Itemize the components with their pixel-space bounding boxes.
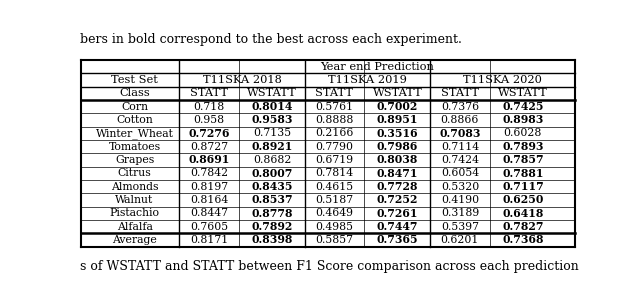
Text: 0.6028: 0.6028 xyxy=(504,128,542,138)
Text: 0.8778: 0.8778 xyxy=(252,208,292,219)
Text: 0.7447: 0.7447 xyxy=(377,221,418,232)
Text: 0.7605: 0.7605 xyxy=(190,222,228,231)
Text: 0.7893: 0.7893 xyxy=(502,141,543,152)
Text: STATT: STATT xyxy=(441,89,479,98)
Text: 0.4190: 0.4190 xyxy=(441,195,479,205)
Text: 0.8435: 0.8435 xyxy=(252,181,292,192)
Text: Year end Prediction: Year end Prediction xyxy=(320,62,434,72)
Text: 0.7135: 0.7135 xyxy=(253,128,291,138)
Text: 0.4615: 0.4615 xyxy=(316,181,353,192)
Text: 0.7827: 0.7827 xyxy=(502,221,543,232)
Text: 0.7842: 0.7842 xyxy=(190,168,228,178)
Text: 0.8983: 0.8983 xyxy=(502,115,543,126)
Text: Walnut: Walnut xyxy=(115,195,154,205)
Text: Corn: Corn xyxy=(121,102,148,112)
Text: 0.8471: 0.8471 xyxy=(377,168,418,179)
Text: 0.7083: 0.7083 xyxy=(439,128,481,139)
Text: T11SKA 2018: T11SKA 2018 xyxy=(202,75,282,85)
Text: Winter_Wheat: Winter_Wheat xyxy=(95,128,173,139)
Text: 0.6719: 0.6719 xyxy=(316,155,353,165)
Text: 0.7114: 0.7114 xyxy=(441,142,479,152)
Text: 0.8691: 0.8691 xyxy=(188,155,230,165)
Text: 0.7365: 0.7365 xyxy=(376,234,419,245)
Text: 0.7790: 0.7790 xyxy=(316,142,353,152)
Text: 0.4985: 0.4985 xyxy=(316,222,353,231)
Text: 0.7881: 0.7881 xyxy=(502,168,543,179)
Text: 0.8197: 0.8197 xyxy=(190,181,228,192)
Text: 0.8537: 0.8537 xyxy=(251,194,292,205)
Text: WSTATT: WSTATT xyxy=(372,89,422,98)
Text: 0.4649: 0.4649 xyxy=(316,208,353,218)
Text: s of WSTATT and STATT between F1 Score comparison across each prediction: s of WSTATT and STATT between F1 Score c… xyxy=(80,260,579,273)
Text: 0.7252: 0.7252 xyxy=(377,194,418,205)
Text: 0.7376: 0.7376 xyxy=(441,102,479,112)
Text: 0.3189: 0.3189 xyxy=(441,208,479,218)
Text: 0.958: 0.958 xyxy=(193,115,225,125)
Text: 0.7424: 0.7424 xyxy=(441,155,479,165)
Text: Average: Average xyxy=(112,235,157,245)
Text: 0.7986: 0.7986 xyxy=(377,141,418,152)
Text: 0.8888: 0.8888 xyxy=(316,115,354,125)
Text: Class: Class xyxy=(119,89,150,98)
Text: 0.8682: 0.8682 xyxy=(253,155,291,165)
Text: 0.8951: 0.8951 xyxy=(377,115,418,126)
Text: 0.8866: 0.8866 xyxy=(441,115,479,125)
Text: 0.6054: 0.6054 xyxy=(441,168,479,178)
Text: Pistachio: Pistachio xyxy=(109,208,159,218)
Text: 0.5187: 0.5187 xyxy=(316,195,353,205)
Text: Alfalfa: Alfalfa xyxy=(116,222,152,231)
Text: 0.7368: 0.7368 xyxy=(502,234,543,245)
Text: 0.8921: 0.8921 xyxy=(252,141,292,152)
Text: 0.8007: 0.8007 xyxy=(252,168,292,179)
Text: Test Set: Test Set xyxy=(111,75,158,85)
Text: 0.3516: 0.3516 xyxy=(376,128,419,139)
Text: Citrus: Citrus xyxy=(118,168,152,178)
Text: 0.8447: 0.8447 xyxy=(190,208,228,218)
Text: 0.7261: 0.7261 xyxy=(377,208,418,219)
Text: bers in bold correspond to the best across each experiment.: bers in bold correspond to the best acro… xyxy=(80,33,462,46)
Text: 0.6201: 0.6201 xyxy=(441,235,479,245)
Text: 0.7002: 0.7002 xyxy=(377,101,418,112)
Text: 0.7425: 0.7425 xyxy=(502,101,543,112)
Text: 0.5857: 0.5857 xyxy=(316,235,353,245)
Text: 0.6418: 0.6418 xyxy=(502,208,543,219)
Text: 0.7117: 0.7117 xyxy=(502,181,544,192)
Text: 0.8398: 0.8398 xyxy=(252,234,292,245)
Text: T11SKA 2020: T11SKA 2020 xyxy=(463,75,542,85)
Text: 0.8727: 0.8727 xyxy=(190,142,228,152)
Text: 0.5320: 0.5320 xyxy=(441,181,479,192)
Text: 0.7892: 0.7892 xyxy=(252,221,292,232)
Text: 0.8038: 0.8038 xyxy=(377,155,418,165)
Text: 0.2166: 0.2166 xyxy=(316,128,354,138)
Text: 0.5761: 0.5761 xyxy=(316,102,353,112)
Text: WSTATT: WSTATT xyxy=(247,89,297,98)
Text: Grapes: Grapes xyxy=(115,155,154,165)
Text: 0.8171: 0.8171 xyxy=(190,235,228,245)
Text: WSTATT: WSTATT xyxy=(498,89,548,98)
Text: STATT: STATT xyxy=(316,89,353,98)
Text: T11SKA 2019: T11SKA 2019 xyxy=(328,75,407,85)
Text: 0.6250: 0.6250 xyxy=(502,194,543,205)
Text: 0.718: 0.718 xyxy=(193,102,225,112)
Text: 0.8014: 0.8014 xyxy=(252,101,292,112)
Text: 0.7728: 0.7728 xyxy=(377,181,418,192)
Text: 0.8164: 0.8164 xyxy=(190,195,228,205)
Text: Almonds: Almonds xyxy=(111,181,158,192)
Text: 0.5397: 0.5397 xyxy=(441,222,479,231)
Text: 0.7276: 0.7276 xyxy=(188,128,230,139)
Text: Tomatoes: Tomatoes xyxy=(109,142,161,152)
Text: 0.7814: 0.7814 xyxy=(316,168,353,178)
Text: STATT: STATT xyxy=(190,89,228,98)
Text: 0.7857: 0.7857 xyxy=(502,155,544,165)
Text: Cotton: Cotton xyxy=(116,115,153,125)
Text: 0.9583: 0.9583 xyxy=(252,115,292,126)
